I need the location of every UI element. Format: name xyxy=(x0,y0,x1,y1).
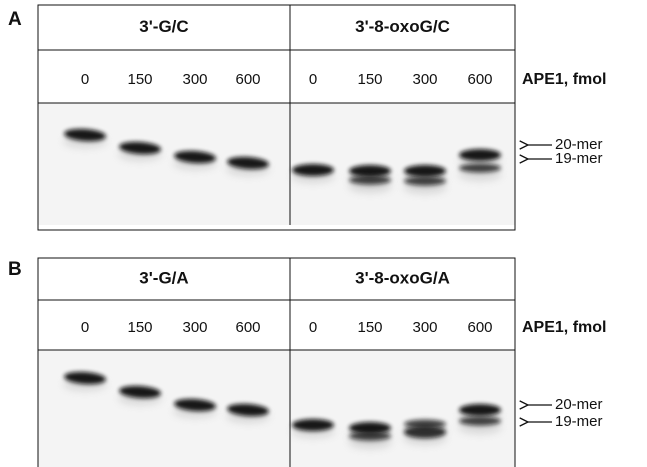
gel-band xyxy=(404,420,446,429)
figure: A 3'-G/C 0 150 300 600 3'-8-oxoG/C 0 150 300 600 AP… xyxy=(0,0,647,467)
lane-label: 0 xyxy=(81,319,89,336)
lane-label: 300 xyxy=(182,319,207,336)
lane-label: 300 xyxy=(182,71,207,88)
marker-label: 19-mer xyxy=(555,150,603,167)
lane-label: 150 xyxy=(357,71,382,88)
panel-label: A xyxy=(8,9,22,30)
lane-label: 150 xyxy=(127,71,152,88)
group-title: 3'-G/C xyxy=(139,17,188,36)
axis-label: APE1, fmol xyxy=(522,71,606,88)
gel-band xyxy=(404,177,446,186)
lane-label: 300 xyxy=(412,71,437,88)
gel-band xyxy=(349,176,391,185)
lane-label: 300 xyxy=(412,319,437,336)
marker-label: 20-mer xyxy=(555,396,603,413)
gel-background xyxy=(38,350,515,467)
gel-band xyxy=(404,165,446,177)
gel-band xyxy=(459,404,501,416)
panel-label: B xyxy=(8,259,22,280)
lane-label: 600 xyxy=(235,319,260,336)
lane-label: 600 xyxy=(235,71,260,88)
gel-band xyxy=(292,419,334,431)
group-title: 3'-8-oxoG/C xyxy=(355,17,450,36)
marker-label: 19-mer xyxy=(555,413,603,430)
lane-label: 600 xyxy=(467,71,492,88)
lane-label: 0 xyxy=(81,71,89,88)
lane-label: 150 xyxy=(127,319,152,336)
gel-background xyxy=(38,103,515,225)
lane-label: 0 xyxy=(309,319,317,336)
gel-band xyxy=(349,432,391,441)
lane-label: 0 xyxy=(309,71,317,88)
gel-band xyxy=(459,417,501,426)
gel-band xyxy=(459,149,501,161)
group-title: 3'-G/A xyxy=(139,268,188,287)
gel-band xyxy=(292,164,334,176)
lane-label: 150 xyxy=(357,319,382,336)
axis-label: APE1, fmol xyxy=(522,319,606,336)
gel-band xyxy=(349,165,391,177)
lane-label: 600 xyxy=(467,319,492,336)
gel-band xyxy=(459,164,501,173)
group-title: 3'-8-oxoG/A xyxy=(355,268,450,287)
